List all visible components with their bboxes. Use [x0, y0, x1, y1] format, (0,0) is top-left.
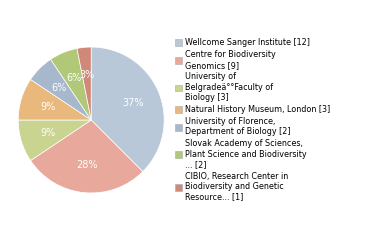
Wedge shape	[77, 47, 91, 120]
Text: 9%: 9%	[40, 128, 55, 138]
Text: 9%: 9%	[40, 102, 55, 112]
Text: 6%: 6%	[66, 73, 82, 83]
Text: 37%: 37%	[122, 98, 144, 108]
Text: 3%: 3%	[79, 70, 94, 80]
Wedge shape	[51, 48, 91, 120]
Wedge shape	[30, 120, 143, 193]
Wedge shape	[30, 59, 91, 120]
Legend: Wellcome Sanger Institute [12], Centre for Biodiversity
Genomics [9], University: Wellcome Sanger Institute [12], Centre f…	[175, 38, 331, 202]
Wedge shape	[91, 47, 164, 172]
Wedge shape	[18, 79, 91, 120]
Text: 28%: 28%	[76, 160, 98, 170]
Text: 6%: 6%	[52, 83, 67, 93]
Wedge shape	[18, 120, 91, 161]
